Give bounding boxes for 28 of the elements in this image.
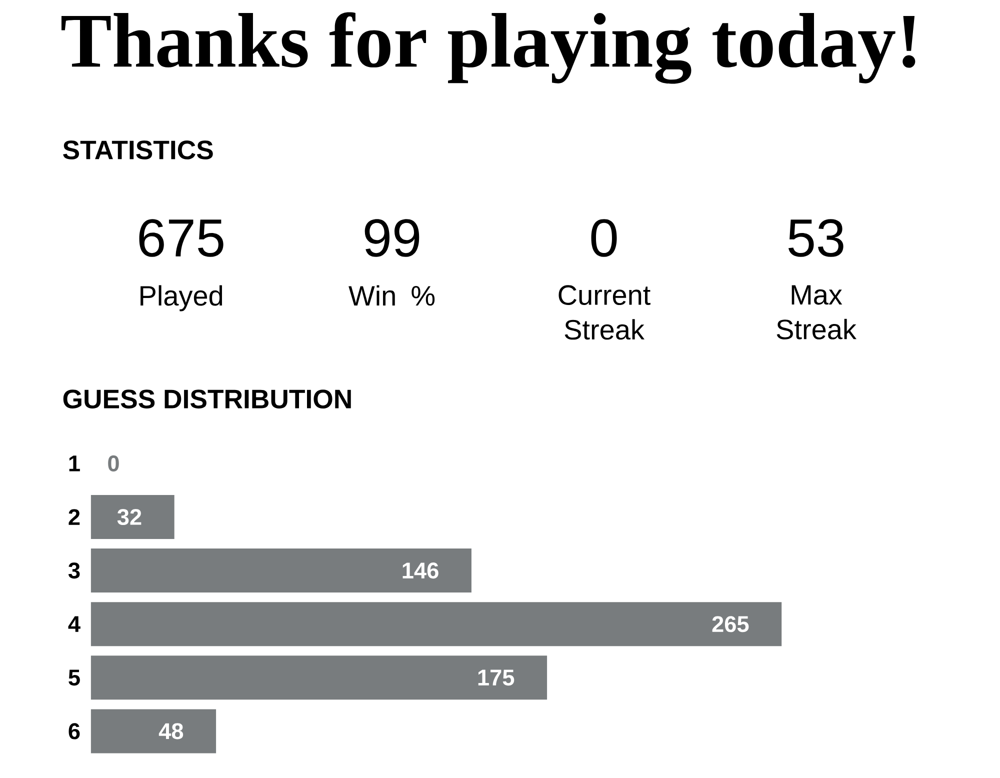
text: STATISTICS (63, 140, 213, 160)
text: Current Streak (558, 285, 650, 340)
y-tick-label: 4 (68, 616, 80, 632)
bar (90, 709, 216, 754)
text: 675 (139, 219, 224, 257)
text: Max Streak (776, 285, 856, 340)
chart-title: GUESS DISTRIBUTION (63, 390, 351, 408)
text: 99 (364, 219, 420, 257)
data-label: 0 (108, 455, 119, 472)
bar (90, 548, 472, 593)
text: 53 (788, 219, 844, 257)
data-label: 146 (402, 562, 438, 579)
y-tick-label: 3 (68, 562, 80, 579)
y-tick-label: 2 (68, 509, 80, 525)
bar (90, 656, 548, 700)
data-label: 32 (117, 508, 142, 526)
bar (90, 602, 782, 646)
y-tick-label: 5 (68, 670, 80, 686)
text: Played (140, 285, 222, 312)
y-tick-label: 1 (69, 456, 80, 472)
data-label: 265 (712, 616, 749, 632)
text: Win % (348, 285, 435, 306)
data-label: 175 (478, 670, 514, 686)
bar (90, 494, 174, 539)
text: 0 (591, 219, 617, 257)
data-label: 48 (158, 723, 184, 740)
y-tick-label: 6 (68, 723, 80, 740)
text: Thanks for playing today! (61, 12, 916, 84)
